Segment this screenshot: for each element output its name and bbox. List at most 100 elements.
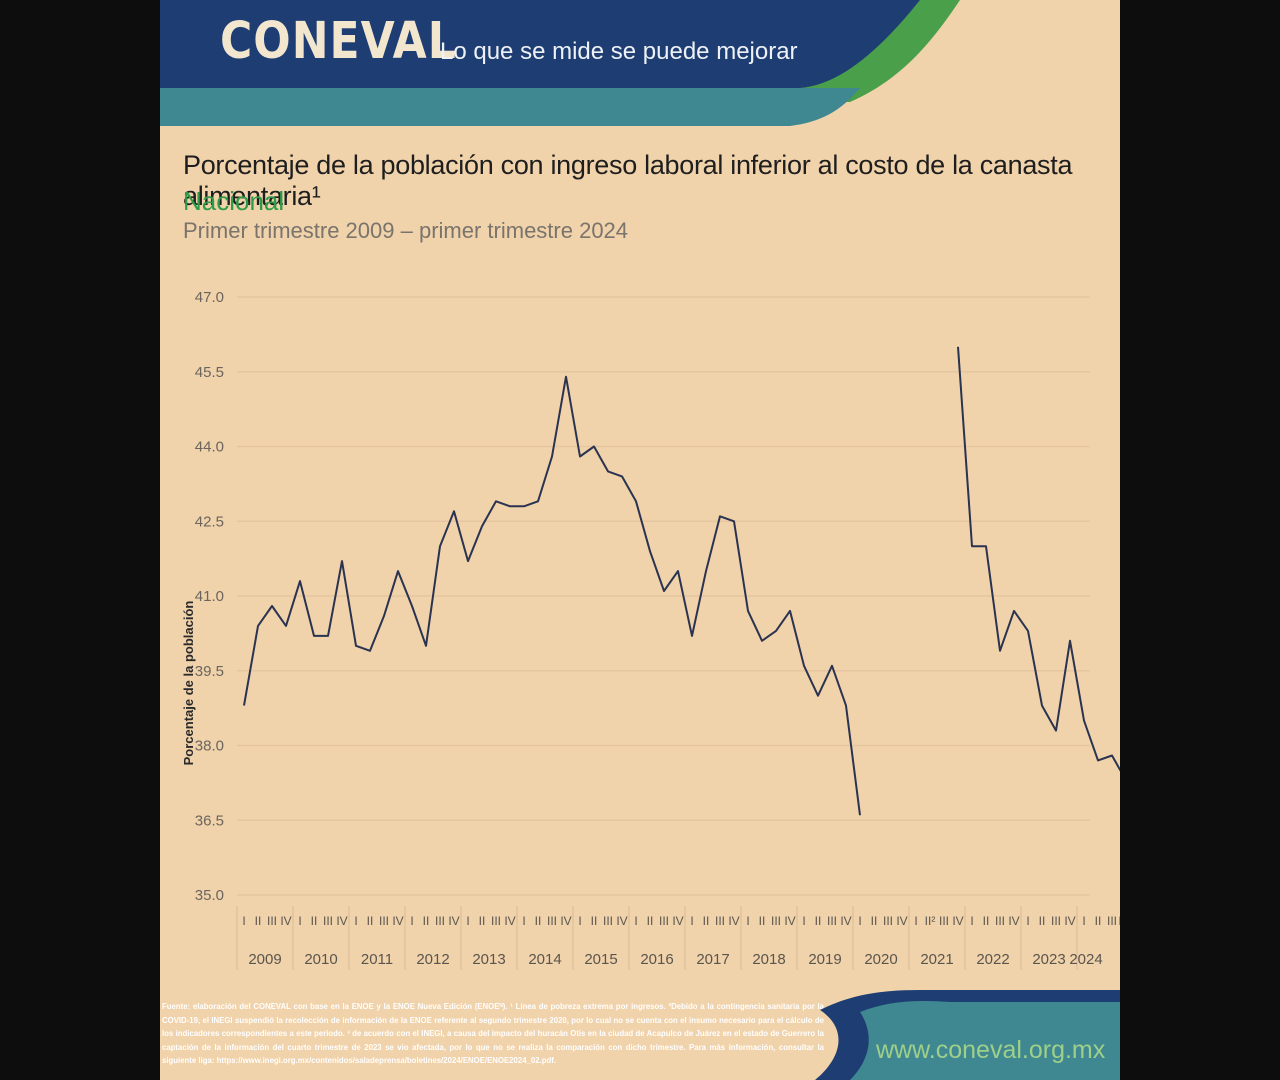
x-quarter-label: III [995,914,1005,928]
x-year-label: 2016 [640,951,673,968]
x-quarter-label: IV [840,914,851,928]
x-quarter-label: I [1082,914,1085,928]
x-quarter-label: IV [616,914,627,928]
x-quarter-label: II [871,914,878,928]
x-year-label: 2019 [808,951,841,968]
x-quarter-label: III [771,914,781,928]
x-quarter-label: I [914,914,917,928]
x-year-label: 2024 [1069,951,1102,968]
chart-title: Porcentaje de la población con ingreso l… [183,150,1073,211]
y-tick-label: 39.5 [195,663,224,680]
x-quarter-label: IV [560,914,571,928]
x-quarter-label: III [603,914,613,928]
x-quarter-label: IV [672,914,683,928]
x-quarter-label: III [827,914,837,928]
x-quarter-label: II [983,914,990,928]
x-quarter-label: I [466,914,469,928]
series-line-segment [957,346,1120,772]
x-quarter-label: II [759,914,766,928]
series-line-segment [243,375,861,816]
x-quarter-label: II² [925,914,936,928]
x-quarter-label: II [535,914,542,928]
y-tick-label: 38.0 [195,738,224,755]
x-quarter-label: I [1026,914,1029,928]
x-year-label: 2010 [304,951,337,968]
x-quarter-label: I [634,914,637,928]
x-quarter-label: II [647,914,654,928]
x-year-label: 2009 [248,951,281,968]
x-quarter-label: III [267,914,277,928]
line-chart: 47.0 45.5 44.0 42.5 41.0 39.5 38.0 36.5 35.0 Por… [181,289,1120,970]
x-quarter-label: III [715,914,725,928]
y-tick-label: 36.5 [195,812,224,829]
x-quarter-label: IV [728,914,739,928]
x-quarter-label: III [435,914,445,928]
x-quarter-label: IV [952,914,963,928]
x-quarter-label: II [367,914,374,928]
header-tagline: Lo que se mide se puede mejorar [440,38,798,65]
x-quarter-label: I [858,914,861,928]
x-quarter-label: I [802,914,805,928]
x-quarter-label: IV [448,914,459,928]
x-quarter-label: IV [896,914,907,928]
x-quarter-label: III [939,914,949,928]
y-tick-label: 44.0 [195,439,224,456]
y-tick-label: 41.0 [195,588,224,605]
x-quarter-label: IV [1064,914,1075,928]
y-tick-label: 45.5 [195,364,224,381]
x-quarter-label: II [311,914,318,928]
source-footnote: Fuente: elaboración del CONEVAL con base… [162,1002,824,1065]
x-quarter-label: III [1051,914,1061,928]
x-quarter-label: IV [392,914,403,928]
y-tick-label: 42.5 [195,513,224,530]
x-quarter-label: II [1095,914,1102,928]
x-quarter-label: III [323,914,333,928]
x-quarter-label: II [591,914,598,928]
footer-wave [815,990,1120,1080]
x-quarter-label: IV³ [1118,914,1120,928]
slide: CONEVAL Lo que se mide se puede mejorar … [160,0,1120,1080]
chart-subtitle: Nacional [183,186,285,216]
x-quarter-label: I [970,914,973,928]
coneval-logo: CONEVAL [220,12,457,71]
x-quarter-label: IV [336,914,347,928]
x-quarter-label: III [1107,914,1117,928]
x-year-label: 2014 [528,951,561,968]
x-quarter-label: I [242,914,245,928]
y-tick-label: 35.0 [195,887,224,904]
x-quarter-label: I [690,914,693,928]
chart-period: Primer trimestre 2009 – primer trimestre… [183,218,629,243]
x-year-label: 2013 [472,951,505,968]
header-teal-band [160,88,860,126]
x-quarter-label: I [410,914,413,928]
x-quarter-label: IV [784,914,795,928]
x-quarter-label: IV [1008,914,1019,928]
x-quarter-label: I [298,914,301,928]
x-quarter-label: III [659,914,669,928]
x-year-label: 2021 [920,951,953,968]
x-quarter-label: II [1039,914,1046,928]
site-url-link[interactable]: www.coneval.org.mx [876,1036,1106,1064]
y-tick-label: 47.0 [195,289,224,306]
x-year-label: 2017 [696,951,729,968]
x-quarter-label: III [491,914,501,928]
x-year-label: 2015 [584,951,617,968]
x-year-label: 2020 [864,951,897,968]
x-quarter-label: I [522,914,525,928]
x-year-label: 2011 [361,951,393,968]
x-year-label: 2012 [416,951,449,968]
x-quarter-label: II [423,914,430,928]
x-quarter-label: I [354,914,357,928]
x-year-label: 2022 [976,951,1009,968]
x-quarter-label: II [815,914,822,928]
x-year-label: 2023 [1032,951,1065,968]
x-quarter-label: I [578,914,581,928]
x-quarter-label: III [547,914,557,928]
x-quarter-label: II [479,914,486,928]
x-quarter-label: I [746,914,749,928]
x-quarter-label: II [703,914,710,928]
x-quarter-label: III [379,914,389,928]
header-navy-band [160,0,920,88]
x-quarter-label: II [255,914,262,928]
x-year-label: 2018 [752,951,785,968]
